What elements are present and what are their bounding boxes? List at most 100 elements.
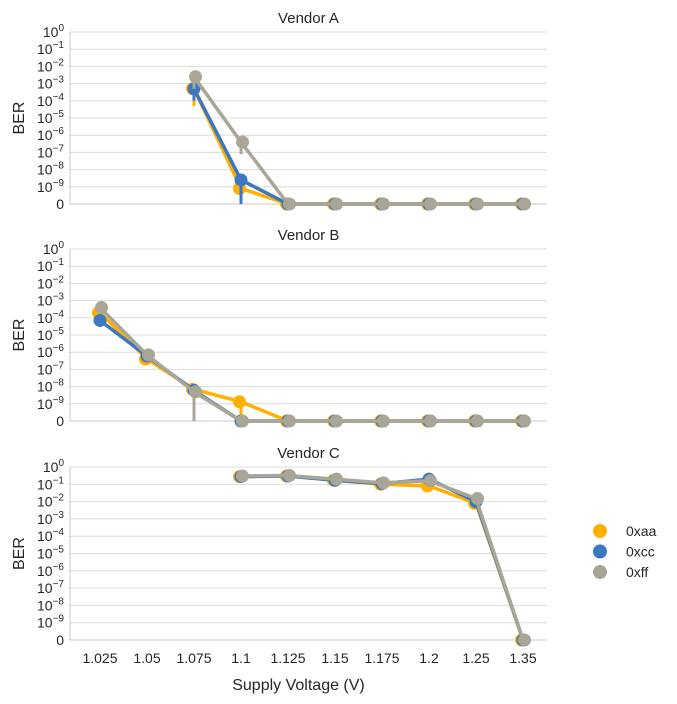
y-tick-base: 10	[37, 144, 53, 160]
y-tick-exponent: −1	[53, 475, 65, 486]
y-tick-label: 10−2	[37, 493, 64, 510]
y-tick-label: 100	[43, 23, 65, 40]
data-point	[233, 395, 246, 409]
data-point	[518, 414, 531, 428]
series-0xcc	[234, 469, 530, 647]
y-axis-label: BER	[11, 319, 28, 352]
y-tick-exponent: −5	[53, 326, 65, 337]
y-tick-label: 10−1	[37, 475, 64, 492]
panel-title: Vendor A	[278, 10, 339, 27]
data-point	[283, 469, 296, 483]
y-tick-label: 10−3	[37, 292, 64, 309]
y-tick-label: 10−4	[37, 309, 64, 326]
y-tick-exponent: −2	[53, 57, 65, 68]
y-tick-label: 0	[56, 413, 64, 429]
data-point	[377, 476, 390, 490]
y-tick-base: 10	[37, 76, 53, 92]
y-tick-label: 10−4	[37, 92, 64, 109]
x-tick-label: 1.175	[364, 650, 399, 666]
y-tick-base: 10	[37, 494, 53, 510]
series-line	[192, 75, 523, 206]
y-tick-exponent: −7	[53, 360, 65, 371]
y-tick-label: 10−1	[37, 40, 64, 57]
y-tick-base: 10	[37, 41, 53, 57]
y-tick-base: 0	[56, 632, 64, 648]
y-axis-label: BER	[11, 102, 28, 135]
y-tick-exponent: −7	[53, 579, 65, 590]
y-tick-base: 10	[37, 310, 53, 326]
y-tick-exponent: −8	[53, 596, 65, 607]
series-0xaa	[186, 82, 528, 211]
y-tick-label: 10−3	[37, 510, 64, 527]
y-tick-label: 10−9	[37, 395, 64, 412]
y-tick-label: 10−6	[37, 343, 64, 360]
y-tick-exponent: −5	[53, 109, 65, 120]
y-tick-exponent: −5	[53, 545, 65, 556]
y-tick-exponent: −3	[53, 292, 65, 303]
panel-vendor-b: 010−910−810−710−610−510−410−310−210−1100…	[11, 227, 547, 429]
y-tick-base: 10	[37, 379, 53, 395]
y-tick-label: 100	[43, 240, 65, 257]
y-tick-exponent: −1	[53, 40, 65, 51]
panel-vendor-a: 010−910−810−710−610−510−410−310−210−1100…	[11, 10, 547, 212]
y-tick-base: 10	[37, 275, 53, 291]
data-point	[234, 173, 248, 187]
y-tick-base: 10	[37, 93, 53, 109]
data-point	[471, 197, 484, 211]
y-tick-label: 10−2	[37, 57, 64, 74]
y-tick-base: 10	[37, 361, 53, 377]
x-axis-label: Supply Voltage (V)	[232, 677, 365, 694]
data-point	[424, 474, 437, 488]
x-tick-label: 1.35	[509, 650, 536, 666]
y-tick-exponent: −3	[53, 510, 65, 521]
y-tick-exponent: −2	[53, 493, 65, 504]
y-tick-exponent: 0	[58, 23, 64, 34]
legend-label: 0xcc	[626, 544, 655, 560]
y-tick-base: 10	[37, 580, 53, 596]
y-tick-base: 10	[37, 546, 53, 562]
y-tick-exponent: −8	[53, 378, 65, 389]
series-0xff	[95, 300, 531, 428]
legend-label: 0xaa	[626, 523, 657, 539]
y-tick-base: 10	[37, 127, 53, 143]
y-tick-label: 10−9	[37, 178, 64, 195]
y-tick-base: 10	[37, 327, 53, 343]
x-tick-label: 1.125	[270, 650, 305, 666]
legend-marker	[593, 565, 607, 579]
y-tick-exponent: −9	[53, 395, 65, 406]
x-axis: 1.025 1.05 1.075 1.1 1.125 1.15 1.175 1.2 1.25 1.…	[82, 650, 536, 694]
y-tick-base: 10	[37, 563, 53, 579]
data-point	[424, 197, 437, 211]
y-tick-base: 0	[56, 196, 64, 212]
x-tick-label: 1.25	[462, 650, 489, 666]
y-tick-base: 10	[37, 396, 53, 412]
data-point	[283, 197, 296, 211]
y-tick-base: 10	[37, 258, 53, 274]
panel-title: Vendor C	[277, 445, 340, 462]
data-point	[471, 414, 484, 428]
legend-marker	[593, 524, 607, 538]
series-line	[98, 306, 523, 423]
y-tick-base: 10	[43, 24, 59, 40]
y-tick-base: 10	[37, 511, 53, 527]
y-tick-exponent: −4	[53, 527, 65, 538]
y-tick-exponent: −9	[53, 614, 65, 625]
y-tick-exponent: −8	[53, 161, 65, 172]
data-point	[93, 313, 107, 327]
x-tick-label: 1.2	[419, 650, 439, 666]
y-tick-label: 10−5	[37, 109, 64, 126]
data-point	[330, 472, 343, 486]
x-tick-label: 1.025	[82, 650, 117, 666]
data-point	[236, 135, 249, 149]
data-point	[377, 197, 390, 211]
y-tick-base: 10	[37, 179, 53, 195]
y-tick-base: 10	[37, 293, 53, 309]
series-0xaa	[233, 469, 528, 647]
y-tick-label: 10−6	[37, 562, 64, 579]
data-point	[283, 414, 296, 428]
y-tick-label: 10−7	[37, 143, 64, 160]
legend: 0xaa 0xcc 0xff	[593, 523, 657, 580]
data-point	[424, 414, 437, 428]
data-point	[377, 414, 390, 428]
